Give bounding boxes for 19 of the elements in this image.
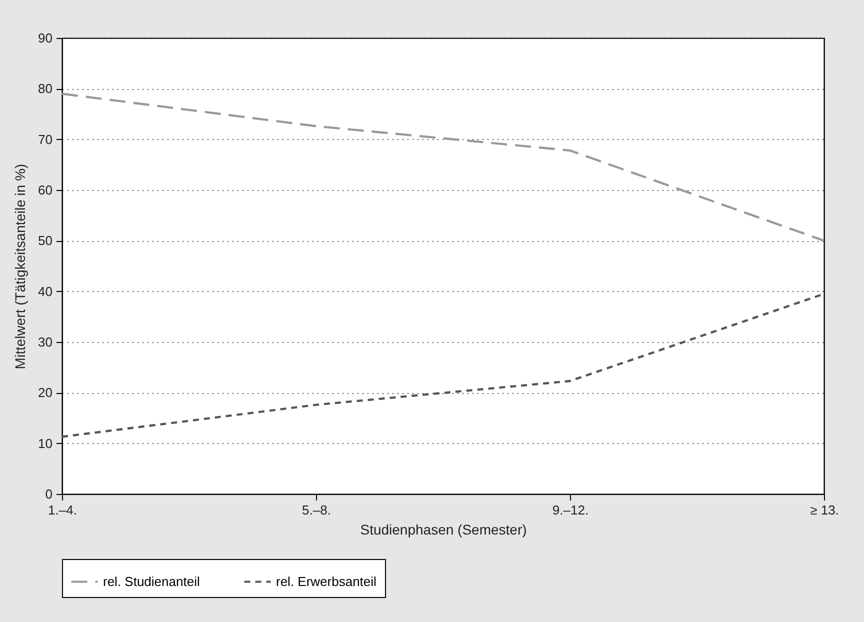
- x-tick-label: ≥ 13.: [810, 502, 839, 518]
- y-tick-label: 60: [38, 182, 52, 198]
- y-axis-title: Mittelwert (Tätigkeitsanteile in %): [12, 164, 28, 370]
- x-tick-label: 9.–12.: [552, 502, 589, 518]
- y-tick-label: 40: [38, 284, 52, 299]
- y-tick-label: 30: [38, 334, 52, 350]
- x-tick-label: 5.–8.: [302, 502, 331, 518]
- y-tick-label: 80: [38, 81, 52, 96]
- y-tick-label: 70: [38, 132, 52, 147]
- y-tick-label: 90: [38, 30, 52, 46]
- legend-label: rel. Studienanteil: [103, 574, 200, 589]
- line-series: [60, 92, 826, 242]
- x-tick-label: 1.–4.: [48, 502, 77, 518]
- x-axis-title: Studienphasen (Semester): [360, 522, 527, 538]
- y-tick-label: 50: [38, 233, 52, 248]
- legend-label: rel. Erwerbsanteil: [276, 574, 377, 589]
- y-tick-label: 0: [45, 486, 52, 502]
- y-tick-label: 20: [38, 385, 52, 400]
- y-tick-label: 10: [38, 436, 52, 451]
